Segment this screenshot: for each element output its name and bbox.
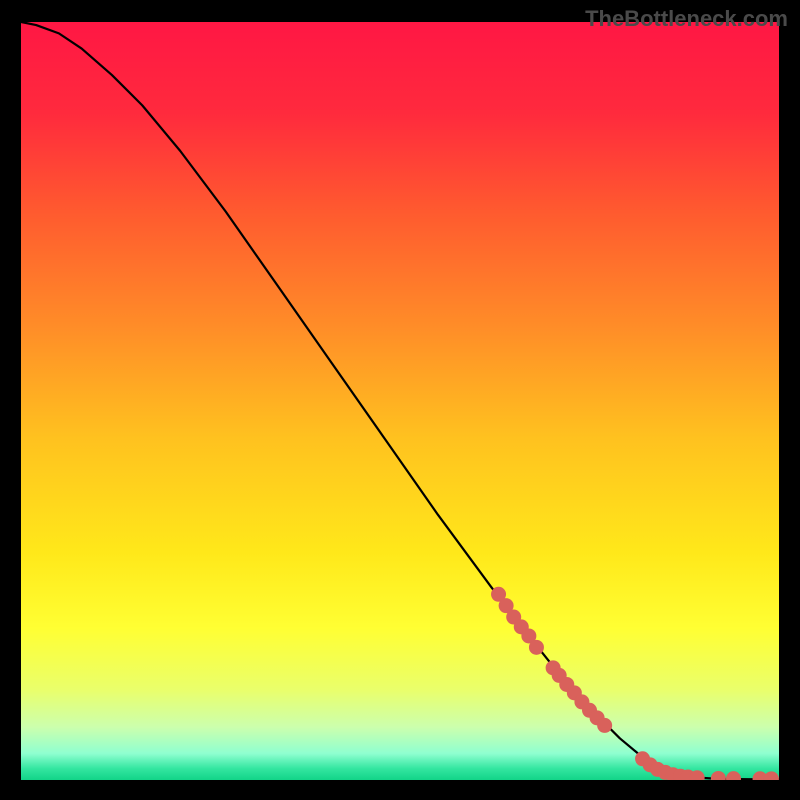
data-marker — [529, 640, 544, 655]
attribution-label: TheBottleneck.com — [585, 6, 788, 32]
data-marker — [597, 718, 612, 733]
chart-root: TheBottleneck.com — [0, 0, 800, 800]
chart-svg — [21, 22, 779, 780]
gradient-background — [21, 22, 779, 780]
plot-area — [21, 22, 779, 780]
